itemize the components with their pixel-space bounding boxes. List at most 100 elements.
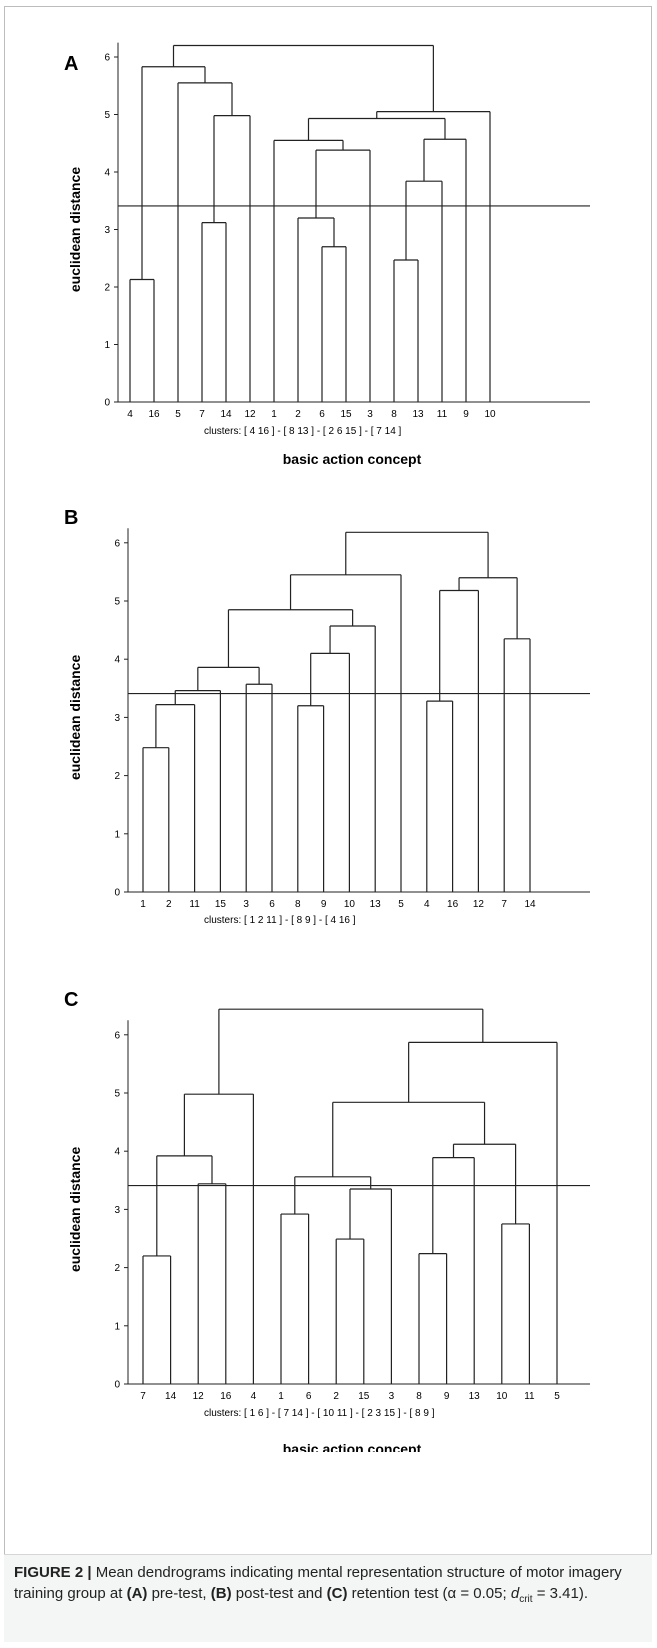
leaf-label-2: 2 (166, 899, 172, 910)
y-tick-label: 4 (114, 1147, 120, 1158)
y-tick-label: 1 (114, 829, 120, 840)
caption-part-0: Mean dendrograms indicating mental repre… (14, 1564, 622, 1602)
leaf-label-1: 1 (278, 1391, 284, 1402)
leaf-label-16: 16 (220, 1391, 232, 1402)
clusters-text: clusters: [ 4 16 ] - [ 8 13 ] - [ 2 6 15… (204, 426, 402, 437)
caption-part-5: (C) (326, 1585, 348, 1602)
leaf-label-3: 3 (367, 409, 373, 420)
y-tick-label: 2 (104, 283, 110, 294)
leaf-label-8: 8 (295, 899, 301, 910)
leaf-label-15: 15 (215, 899, 227, 910)
leaf-label-8: 8 (416, 1391, 422, 1402)
leaf-label-13: 13 (469, 1391, 481, 1402)
clusters-text: clusters: [ 1 6 ] - [ 7 14 ] - [ 10 11 ]… (204, 1408, 435, 1419)
leaf-label-1: 1 (140, 899, 146, 910)
caption-part-4: post-test and (231, 1585, 327, 1602)
leaf-label-11: 11 (189, 899, 200, 910)
leaf-label-14: 14 (524, 899, 536, 910)
panel-letter-c: C (64, 989, 78, 1011)
leaf-label-10: 10 (344, 899, 356, 910)
leaf-label-7: 7 (199, 409, 205, 420)
y-tick-label: 3 (114, 1205, 120, 1216)
dendrogram-panel-a: A 0 1 2 3 4 5 6 euclidean distance 4 16 5 7 14 12 1 2 6 15… (4, 22, 652, 474)
leaf-label-15: 15 (358, 1391, 370, 1402)
y-tick-label: 2 (114, 771, 120, 782)
y-tick-label: 5 (104, 110, 110, 121)
x-axis-label: basic action concept (283, 451, 422, 467)
y-tick-label: 6 (114, 1030, 120, 1041)
y-tick-label: 4 (104, 168, 110, 179)
y-tick-label: 3 (104, 225, 110, 236)
leaf-label-7: 7 (140, 1391, 146, 1402)
figure-caption: FIGURE 2 | Mean dendrograms indicating m… (14, 1562, 634, 1610)
caption-text: Mean dendrograms indicating mental repre… (14, 1564, 622, 1602)
leaf-label-13: 13 (412, 409, 424, 420)
clusters-text: clusters: [ 1 2 11 ] - [ 8 9 ] - [ 4 16 … (204, 915, 356, 926)
leaf-label-4: 4 (424, 899, 430, 910)
leaf-label-3: 3 (389, 1391, 395, 1402)
leaf-label-13: 13 (370, 899, 382, 910)
leaf-label-16: 16 (148, 409, 160, 420)
leaf-label-1: 1 (271, 409, 277, 420)
caption-dcrit-d: d (510, 1585, 520, 1602)
leaf-label-6: 6 (269, 899, 275, 910)
y-axis-label: euclidean distance (67, 167, 83, 292)
leaf-label-11: 11 (524, 1391, 535, 1402)
y-tick-label: 1 (114, 1321, 120, 1332)
leaf-label-2: 2 (333, 1391, 339, 1402)
y-tick-label: 0 (104, 398, 110, 409)
y-tick-label: 3 (114, 713, 120, 724)
leaf-label-10: 10 (484, 409, 496, 420)
leaf-label-11: 11 (437, 409, 448, 420)
dendrogram-panel-c: C 0 1 2 3 4 5 6 euclidean distance 7 14 12 16 4 1 6 2 15 3… (4, 980, 652, 1452)
leaf-label-4: 4 (251, 1391, 257, 1402)
leaf-label-5: 5 (398, 899, 404, 910)
leaf-label-5: 5 (554, 1391, 560, 1402)
caption-part-1: (A) (126, 1585, 148, 1602)
leaf-label-5: 5 (175, 409, 181, 420)
leaf-label-14: 14 (220, 409, 232, 420)
leaf-label-3: 3 (243, 899, 249, 910)
y-tick-label: 6 (104, 53, 110, 64)
leaf-label-9: 9 (444, 1391, 450, 1402)
caption-end: = 3.41). (532, 1585, 588, 1602)
caption-part-6: retention test (α = 0.05; (347, 1585, 511, 1602)
panel-letter-b: B (64, 507, 78, 529)
leaf-label-6: 6 (319, 409, 325, 420)
leaf-label-12: 12 (193, 1391, 205, 1402)
y-tick-label: 1 (104, 340, 110, 351)
y-tick-label: 0 (114, 1380, 120, 1391)
leaf-label-4: 4 (127, 409, 133, 420)
leaf-label-2: 2 (295, 409, 301, 420)
leaf-label-8: 8 (391, 409, 397, 420)
leaf-label-15: 15 (340, 409, 352, 420)
caption-dcrit-sub: crit (519, 1594, 533, 1605)
dendrogram-panel-b: B 0 1 2 3 4 5 6 euclidean distance 1 2 11 15 3 6 8 9 10 13… (4, 496, 652, 948)
y-tick-label: 2 (114, 1263, 120, 1274)
y-tick-label: 5 (114, 1089, 120, 1100)
caption-box (4, 1554, 652, 1642)
leaf-label-14: 14 (165, 1391, 177, 1402)
leaf-label-12: 12 (244, 409, 256, 420)
caption-part-2: pre-test, (147, 1585, 211, 1602)
caption-part-3: (B) (210, 1585, 232, 1602)
leaf-label-12: 12 (473, 899, 485, 910)
y-tick-label: 6 (114, 538, 120, 549)
x-axis-label: basic action concept (283, 1441, 422, 1452)
leaf-label-9: 9 (321, 899, 327, 910)
y-tick-label: 5 (114, 597, 120, 608)
leaf-label-6: 6 (306, 1391, 312, 1402)
caption-label: FIGURE 2 | (14, 1564, 92, 1581)
panel-letter-a: A (64, 53, 78, 75)
y-tick-label: 4 (114, 655, 120, 666)
leaf-label-9: 9 (463, 409, 469, 420)
leaf-label-7: 7 (501, 899, 507, 910)
leaf-label-10: 10 (496, 1391, 508, 1402)
y-tick-label: 0 (114, 888, 120, 899)
leaf-label-16: 16 (447, 899, 459, 910)
y-axis-label: euclidean distance (67, 1147, 83, 1272)
y-axis-label: euclidean distance (67, 655, 83, 780)
